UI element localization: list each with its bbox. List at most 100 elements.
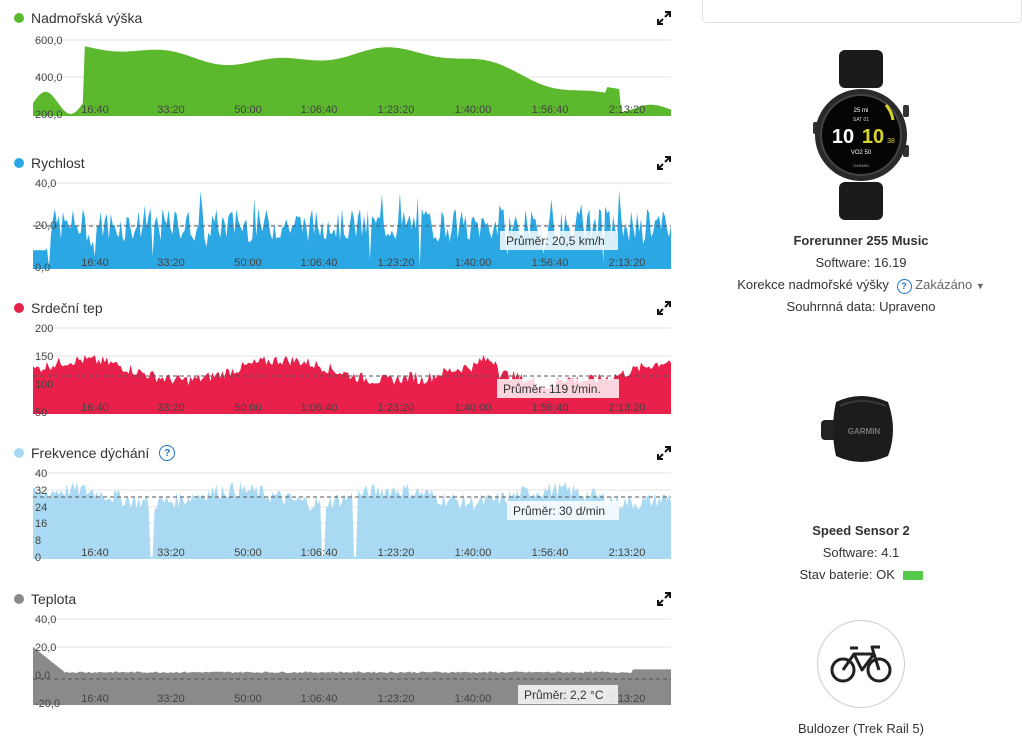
x-tick-label: 50:00: [234, 693, 262, 705]
x-tick-label: 1:23:20: [378, 693, 415, 705]
elevation-area: [33, 46, 671, 116]
average-label-box: [500, 231, 618, 250]
average-label: Průměr: 119 t/min.: [503, 382, 601, 396]
breathing-area: [33, 481, 671, 559]
speed-dot-icon: [14, 158, 24, 168]
summary-data: Souhrnná data: Upraveno: [786, 299, 936, 314]
x-tick-label: 1:06:40: [301, 547, 338, 559]
x-tick-label: 33:20: [157, 257, 185, 269]
altitude-correction-value: Zakázáno: [915, 277, 973, 292]
x-tick-label: 1:23:20: [378, 402, 415, 414]
expand-icon[interactable]: [656, 10, 672, 26]
battery-icon: [902, 571, 923, 581]
x-tick-label: 1:06:40: [301, 257, 338, 269]
x-tick-label: 16:40: [81, 402, 109, 414]
elevation-svg: 600,0 400,0 200,0 16:40 33:20 50:00 1:06:40 1:2…: [33, 35, 671, 121]
speed-sensor-device: GARMIN Speed Sensor 2 Software: 4.1 Stav…: [700, 390, 1022, 586]
x-tick-label: 33:20: [157, 402, 185, 414]
heart-svg: 200 150 100 50 16:40 33:20 50:00 1:06:40 1:23:20…: [33, 323, 671, 419]
y-tick-label: 40,0: [35, 614, 56, 626]
y-tick-label: 600,0: [35, 35, 63, 47]
heart-title-text: Srdeční tep: [31, 300, 103, 316]
average-label: Průměr: 30 d/min: [513, 504, 605, 518]
altitude-correction-label: Korekce nadmořské výšky: [737, 277, 889, 292]
expand-icon[interactable]: [656, 155, 672, 171]
breathing-title: Frekvence dýchání ?: [14, 443, 176, 463]
x-tick-label: 16:40: [81, 547, 109, 559]
x-tick-label: 1:56:40: [532, 257, 569, 269]
watch-name: Forerunner 255 Music: [793, 233, 929, 248]
x-tick-label: 16:40: [81, 693, 109, 705]
heart-panel: Srdeční tep 200 150 100 50 16:40 33:20 50:00 1:…: [0, 298, 690, 423]
elevation-title-text: Nadmořská výška: [31, 10, 143, 26]
speed-chart: 40,0 20,0 0,0 16:40 33:20 50:00 1:06:40 1:23:20…: [0, 175, 690, 275]
x-tick-label: 33:20: [157, 104, 185, 116]
breathing-title-text: Frekvence dýchání: [31, 445, 150, 461]
watch-software: Software: 16.19: [815, 255, 907, 270]
sensor-name: Speed Sensor 2: [812, 523, 910, 538]
sensor-battery-label: Stav baterie: OK: [799, 567, 895, 582]
expand-icon[interactable]: [656, 300, 672, 316]
sensor-battery-row: Stav baterie: OK: [700, 564, 1022, 586]
x-tick-label: 16:40: [81, 104, 109, 116]
y-tick-label: 32: [35, 485, 47, 497]
temperature-panel: Teplota 40,0 20,0 0,0 -20,0 16:40 33:20 50:00 1…: [0, 589, 690, 714]
heart-title: Srdeční tep: [14, 298, 103, 318]
x-tick-label: 2:13:20: [609, 104, 646, 116]
x-tick-label: 16:40: [81, 257, 109, 269]
y-tick-label: -20,0: [35, 698, 60, 710]
speed-title-text: Rychlost: [31, 155, 85, 171]
x-tick-label: 1:56:40: [532, 402, 569, 414]
elevation-panel: Nadmořská výška 600,0 400,0 200,0 16:40 33:2…: [0, 8, 690, 126]
breathing-svg: 40 32 24 16 8 0 16:40 33:20 50:00 1:06:40 1:23:20 1…: [33, 468, 671, 564]
heart-chart: 200 150 100 50 16:40 33:20 50:00 1:06:40 1:23:20…: [0, 320, 690, 420]
altitude-correction-select[interactable]: Zakázáno ▼: [915, 277, 985, 292]
charts-column: Nadmořská výška 600,0 400,0 200,0 16:40 33:2…: [0, 8, 690, 714]
speed-svg: 40,0 20,0 0,0 16:40 33:20 50:00 1:06:40 1:23:20…: [33, 178, 671, 274]
x-tick-label: 1:23:20: [378, 104, 415, 116]
x-tick-label: 33:20: [157, 547, 185, 559]
x-tick-label: 33:20: [157, 693, 185, 705]
speed-area: [33, 189, 671, 269]
temperature-svg: 40,0 20,0 0,0 -20,0 16:40 33:20 50:00 1:06:40 1:…: [33, 614, 671, 710]
y-tick-label: 400,0: [35, 72, 63, 84]
sensor-image: GARMIN: [821, 396, 893, 462]
sensor-software: Software: 4.1: [822, 545, 900, 560]
watch-device: 25 mi SAT 01 10 10 38 VO2 50 GARMIN Fore…: [700, 50, 1022, 318]
y-tick-label: 150: [35, 351, 53, 363]
y-tick-label: 24: [35, 502, 47, 514]
watch-face-brand: GARMIN: [853, 163, 869, 168]
average-label: Průměr: 20,5 km/h: [506, 234, 605, 248]
average-label: Průměr: 2,2 °C: [524, 688, 604, 702]
x-tick-label: 1:40:00: [455, 104, 492, 116]
y-tick-label: 200,0: [35, 109, 63, 121]
x-tick-label: 1:40:00: [455, 547, 492, 559]
x-tick-label: 50:00: [234, 257, 262, 269]
x-tick-label: 50:00: [234, 402, 262, 414]
help-icon[interactable]: ?: [896, 278, 912, 294]
heart-dot-icon: [14, 303, 24, 313]
expand-icon[interactable]: [656, 445, 672, 461]
x-tick-label: 1:40:00: [455, 693, 492, 705]
y-tick-label: 0,0: [35, 670, 50, 682]
y-tick-label: 40: [35, 468, 47, 480]
expand-icon[interactable]: [656, 591, 672, 607]
bike-name: Buldozer (Trek Rail 5): [798, 721, 924, 736]
y-tick-label: 20,0: [35, 220, 56, 232]
elevation-dot-icon: [14, 13, 24, 23]
help-icon[interactable]: ?: [159, 445, 176, 461]
x-tick-label: 1:56:40: [532, 104, 569, 116]
sensor-brand: GARMIN: [848, 427, 881, 436]
watch-face-seconds: 38: [887, 138, 895, 145]
x-tick-label: 1:56:40: [532, 547, 569, 559]
breathing-dot-icon: [14, 448, 24, 458]
y-tick-label: 8: [35, 535, 41, 547]
x-tick-label: 2:13:20: [609, 402, 646, 414]
temperature-area: [33, 647, 671, 705]
average-label-box: [507, 501, 619, 520]
y-tick-label: 50: [35, 407, 47, 419]
y-tick-label: 20,0: [35, 642, 56, 654]
breathing-chart: 40 32 24 16 8 0 16:40 33:20 50:00 1:06:40 1:23:20 1…: [0, 465, 690, 565]
x-tick-label: 1:40:00: [455, 402, 492, 414]
bike-device: Buldozer (Trek Rail 5): [700, 620, 1022, 740]
